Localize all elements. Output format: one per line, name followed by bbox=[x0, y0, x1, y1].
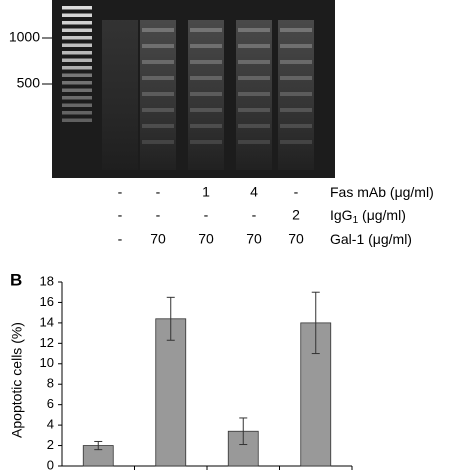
condition-value: - bbox=[118, 184, 123, 200]
y-tick-label: 0 bbox=[47, 457, 54, 472]
y-tick-label: 4 bbox=[47, 417, 54, 432]
gel-band bbox=[142, 44, 174, 48]
gel-lanes bbox=[62, 6, 314, 170]
gel-band bbox=[280, 60, 312, 64]
gel-band bbox=[238, 124, 270, 128]
gel-band bbox=[280, 124, 312, 128]
condition-value: 1 bbox=[202, 184, 210, 200]
gel-band bbox=[190, 76, 222, 80]
y-tick-label: 2 bbox=[47, 437, 54, 452]
gel-band bbox=[190, 140, 222, 144]
condition-label: IgG1 (μg/ml) bbox=[330, 207, 406, 226]
ladder-band bbox=[62, 88, 92, 92]
y-axis-label: Apoptotic cells (%) bbox=[9, 322, 25, 438]
gel-band bbox=[190, 60, 222, 64]
condition-value: - bbox=[204, 207, 209, 223]
ladder-band bbox=[62, 73, 92, 77]
condition-value: - bbox=[156, 207, 161, 223]
gel-band bbox=[142, 92, 174, 96]
ladder-band bbox=[62, 81, 92, 85]
condition-value: - bbox=[118, 231, 123, 247]
gel-band bbox=[280, 140, 312, 144]
marker-label: 1000 bbox=[9, 29, 40, 45]
ladder-band bbox=[62, 58, 92, 62]
condition-label-text: Gal-1 (μg/ml) bbox=[330, 231, 412, 247]
condition-label-sub: 1 bbox=[353, 215, 359, 226]
ladder-band bbox=[62, 21, 92, 25]
y-tick-label: 10 bbox=[40, 355, 54, 370]
y-tick-label: 12 bbox=[40, 335, 54, 350]
condition-label-rest: (μg/ml) bbox=[358, 207, 406, 223]
condition-label: Fas mAb (μg/ml) bbox=[330, 184, 434, 200]
condition-value: 70 bbox=[198, 231, 214, 247]
gel-band bbox=[280, 28, 312, 32]
ladder-band bbox=[62, 43, 92, 47]
ladder-band bbox=[62, 28, 92, 32]
condition-value: 70 bbox=[288, 231, 304, 247]
gel-band bbox=[280, 76, 312, 80]
ladder-band bbox=[62, 96, 92, 100]
gel-band bbox=[238, 44, 270, 48]
ladder-band bbox=[62, 103, 92, 107]
ladder-band bbox=[62, 13, 92, 17]
gel-band bbox=[238, 140, 270, 144]
gel-band bbox=[238, 76, 270, 80]
y-tick-label: 16 bbox=[40, 294, 54, 309]
gel-band bbox=[190, 28, 222, 32]
ladder-band bbox=[62, 6, 92, 10]
ladder-band bbox=[62, 36, 92, 40]
gel-band bbox=[238, 108, 270, 112]
ladder-band bbox=[62, 51, 92, 55]
y-tick-label: 6 bbox=[47, 396, 54, 411]
gel-band bbox=[142, 108, 174, 112]
gel-band bbox=[238, 92, 270, 96]
gel-lane bbox=[102, 20, 138, 170]
ladder-band bbox=[62, 111, 92, 115]
condition-value: 70 bbox=[150, 231, 166, 247]
gel-band bbox=[190, 44, 222, 48]
gel-band bbox=[238, 28, 270, 32]
gel-band bbox=[142, 28, 174, 32]
gel-band bbox=[190, 108, 222, 112]
gel-band bbox=[142, 76, 174, 80]
bar bbox=[155, 318, 187, 467]
condition-table: - -1 4- Fas mAb (μg/ml)- - - -2 IgG1 (μg/ml)- 70… bbox=[118, 184, 434, 247]
y-tick-label: 18 bbox=[40, 273, 54, 288]
condition-label-text: Fas mAb (μg/ml) bbox=[330, 184, 434, 200]
ladder-band bbox=[62, 118, 92, 122]
condition-label: Gal-1 (μg/ml) bbox=[330, 231, 412, 247]
condition-value: 70 bbox=[246, 231, 262, 247]
gel-band bbox=[280, 108, 312, 112]
gel-band bbox=[190, 124, 222, 128]
condition-value: 4 bbox=[250, 184, 258, 200]
condition-value: - bbox=[294, 184, 299, 200]
y-tick-label: 14 bbox=[40, 314, 54, 329]
gel-band bbox=[190, 92, 222, 96]
condition-value: 2 bbox=[292, 207, 300, 223]
panel-label: B bbox=[10, 270, 22, 289]
condition-value: - bbox=[118, 207, 123, 223]
gel-band bbox=[142, 60, 174, 64]
gel-band bbox=[280, 44, 312, 48]
condition-value: - bbox=[156, 184, 161, 200]
gel-band bbox=[280, 92, 312, 96]
gel-band bbox=[142, 124, 174, 128]
y-tick-label: 8 bbox=[47, 376, 54, 391]
marker-label: 500 bbox=[17, 75, 41, 91]
condition-label-text: IgG bbox=[330, 207, 353, 223]
condition-value: - bbox=[252, 207, 257, 223]
ladder-band bbox=[62, 66, 92, 70]
gel-band bbox=[238, 60, 270, 64]
gel-band bbox=[142, 140, 174, 144]
